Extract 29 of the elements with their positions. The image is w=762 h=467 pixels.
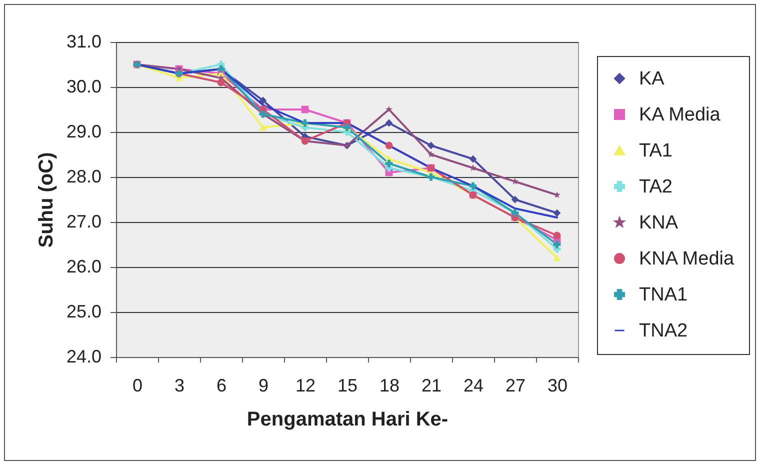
legend-label: KA (639, 68, 665, 90)
x-tick-label: 15 (337, 376, 358, 396)
legend-label: TNA2 (639, 320, 688, 342)
legend-label: KNA Media (639, 248, 734, 270)
x-tick-label: 24 (463, 376, 484, 396)
legend-label: TNA1 (639, 284, 688, 306)
x-tick-label: 6 (216, 376, 227, 396)
legend-label: TA2 (639, 176, 672, 198)
legend-label: KNA (639, 212, 678, 234)
legend-label: KA Media (639, 104, 721, 126)
x-tick-label: 3 (174, 376, 185, 396)
y-tick-label: 30.0 (66, 76, 102, 96)
y-tick-label: 27.0 (66, 212, 102, 232)
legend-label: TA1 (639, 140, 672, 162)
x-tick-label: 30 (547, 376, 568, 396)
y-axis-title: Suhu (oC) (35, 152, 58, 248)
y-tick-label: 29.0 (66, 122, 102, 142)
x-tick-label: 12 (295, 376, 316, 396)
y-tick-label: 31.0 (66, 32, 102, 52)
x-axis-title: Pengamatan Hari Ke- (246, 408, 448, 430)
y-tick-label: 26.0 (66, 256, 102, 276)
y-tick-label: 24.0 (66, 346, 102, 366)
x-tick-label: 9 (258, 376, 269, 396)
x-tick-label: 18 (379, 376, 400, 396)
x-tick-label: 0 (132, 376, 143, 396)
y-tick-label: 28.0 (66, 166, 102, 186)
x-tick-label: 21 (421, 376, 442, 396)
y-tick-label: 25.0 (66, 302, 102, 322)
x-tick-label: 27 (505, 376, 526, 396)
